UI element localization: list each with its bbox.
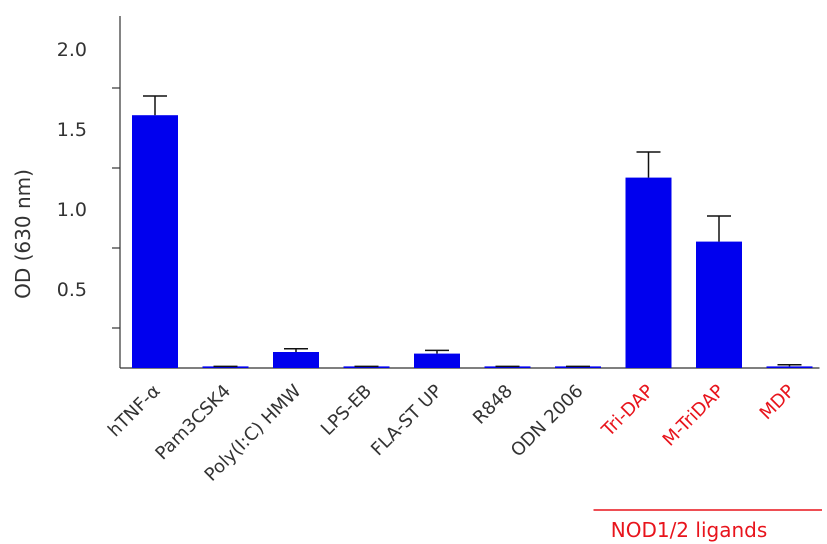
category-label-mdp: MDP [756, 381, 799, 424]
bar-mdp [766, 366, 813, 368]
bar-pam3csk4 [202, 366, 249, 368]
category-label-r848: R848 [469, 381, 517, 429]
error-bars [143, 95, 802, 368]
bar-htnf [132, 115, 178, 368]
y-ticks: 0.5 1.0 1.5 2.0 [57, 39, 120, 329]
y-tick-label: 1.5 [57, 119, 87, 141]
group-label: NOD1/2 ligands [611, 518, 768, 542]
y-tick-label: 0.5 [57, 279, 87, 301]
y-tick-label: 2.0 [57, 39, 87, 61]
bar-poly-i-c-hmw [273, 352, 319, 368]
y-tick-label: 1.0 [57, 199, 87, 221]
bar-tri-dap [625, 177, 672, 368]
bar-lps-eb [343, 366, 390, 368]
y-axis-label: OD (630 nm) [11, 169, 35, 299]
category-label-htnf: hTNF-α [104, 381, 165, 442]
bar-r848 [484, 366, 531, 368]
category-label-m-tridap: M-TriDAP [659, 381, 729, 451]
bar-m-tridap [696, 241, 742, 368]
bar-odn-2006 [555, 366, 601, 368]
category-label-tri-dap: Tri-DAP [597, 381, 658, 442]
category-label-lps-eb: LPS-EB [317, 381, 376, 440]
bar-fla-st-up [414, 353, 460, 368]
bars [132, 115, 813, 368]
category-label-odn-2006: ODN 2006 [507, 381, 588, 462]
category-label-fla-st-up: FLA-ST UP [367, 381, 447, 461]
